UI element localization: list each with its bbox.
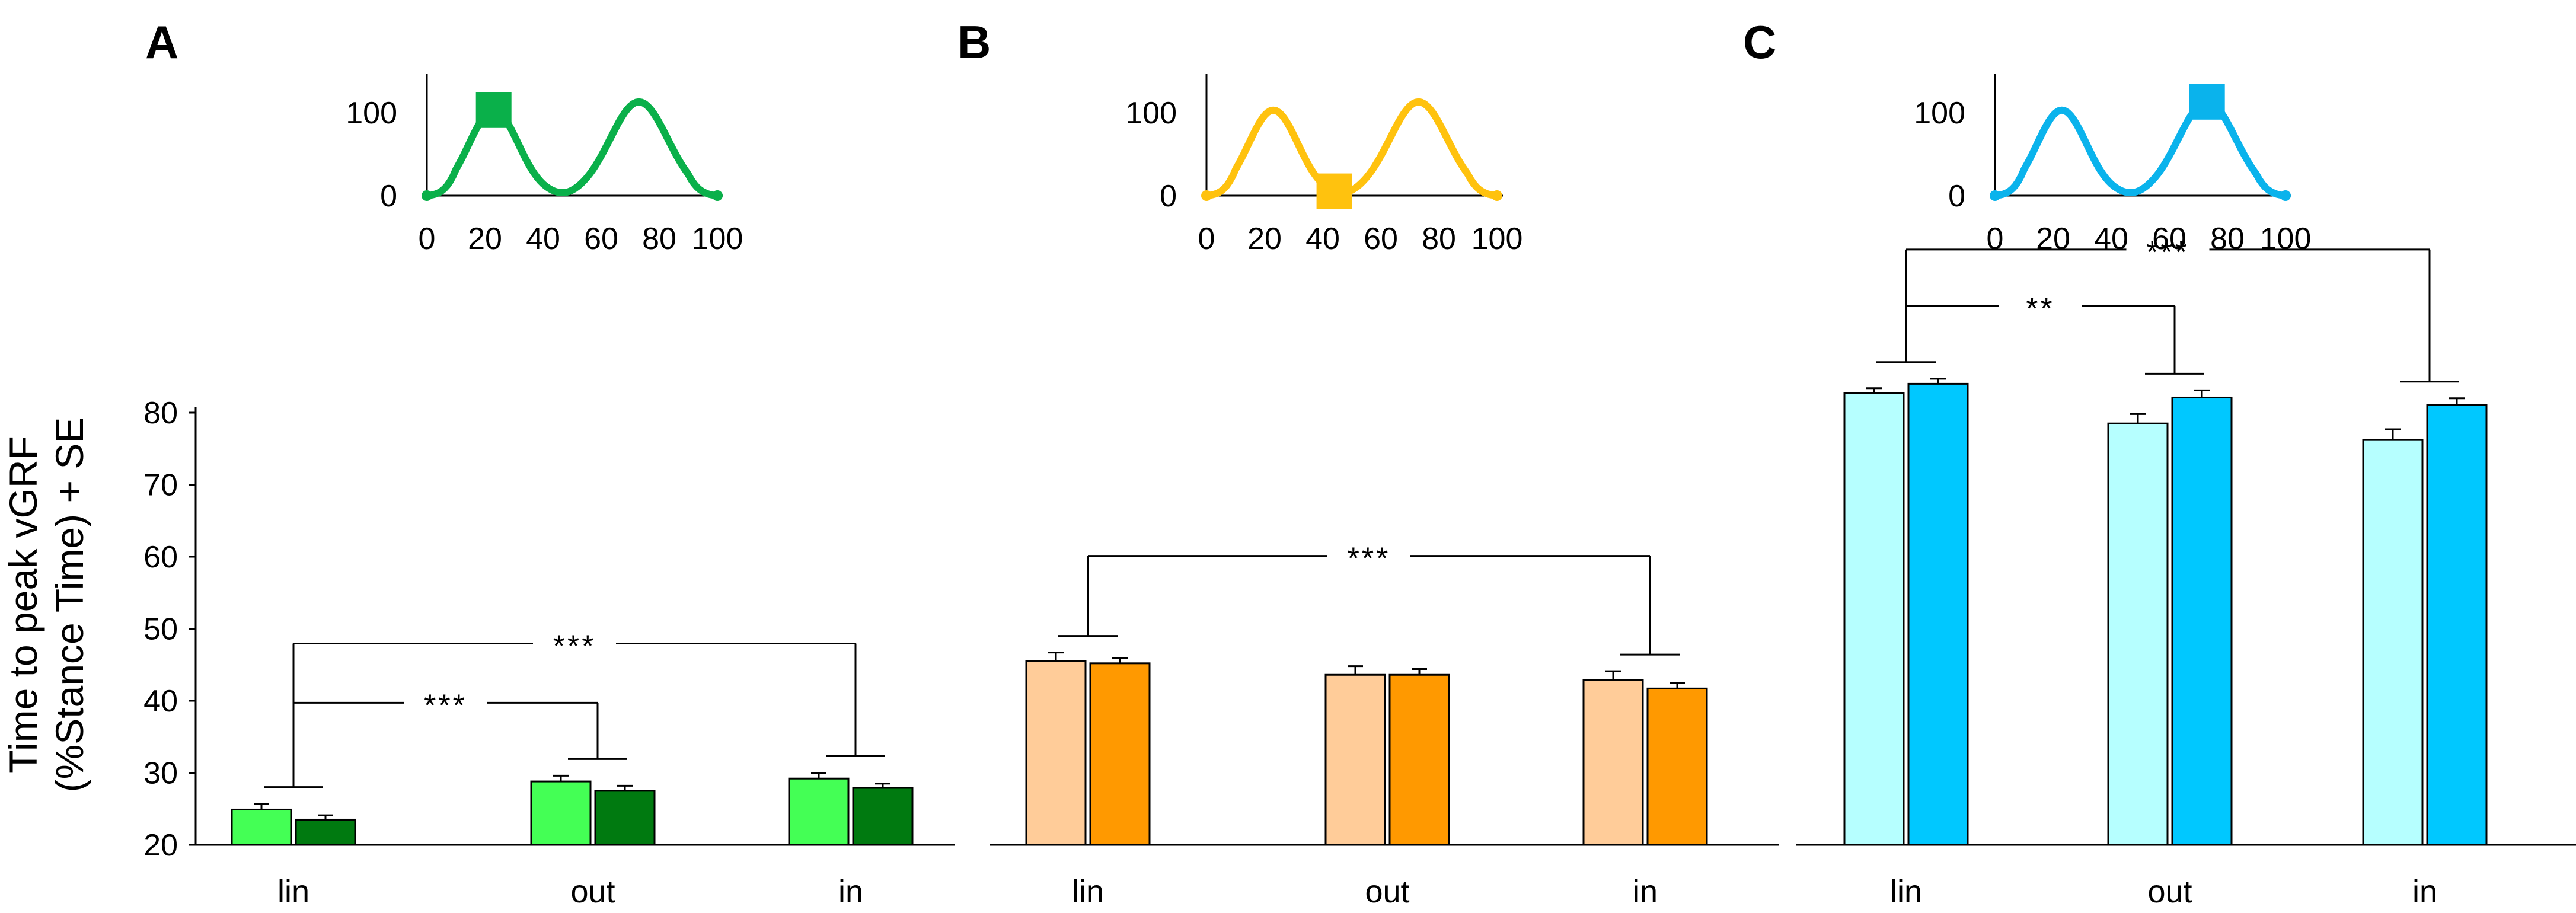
y-axis-label-line2: (%Stance Time) + SE [47, 417, 91, 793]
inset-y-tick: 0 [380, 179, 397, 213]
x-category-label: lin [277, 874, 309, 909]
inset-x-tick: 100 [1471, 222, 1523, 256]
bar [2426, 404, 2488, 846]
inset-x-tick: 0 [1987, 222, 2004, 256]
inset-start-point [1990, 190, 2000, 201]
x-category-label: out [570, 874, 615, 909]
inset-x-tick: 40 [526, 222, 560, 256]
y-tick-label: 70 [143, 468, 178, 503]
bar [530, 780, 592, 846]
x-category-label: in [838, 874, 863, 909]
x-category-label: in [2412, 874, 2437, 909]
inset-x-tick: 60 [584, 222, 618, 256]
inset-x-tick: 80 [2210, 222, 2245, 256]
bar [2362, 439, 2424, 846]
bar [231, 808, 292, 846]
panel-label-B: B [957, 16, 991, 68]
significance-label: *** [553, 630, 596, 664]
bar [1388, 673, 1450, 846]
inset-y-tick: 100 [1914, 96, 1965, 130]
inset-marker [475, 92, 512, 128]
bar [2107, 422, 2169, 846]
inset-start-point [422, 190, 432, 201]
inset-end-point [1492, 190, 1502, 201]
x-category-label: out [1365, 874, 1409, 909]
bar [852, 787, 914, 846]
inset-y-tick: 100 [1125, 96, 1177, 130]
panel-label-A: A [145, 16, 178, 68]
y-tick-label: 40 [143, 684, 178, 719]
inset-curve [423, 98, 721, 199]
inset-x-tick: 100 [2260, 222, 2312, 256]
inset-end-point [2280, 190, 2291, 201]
bar [594, 790, 656, 846]
bar [1324, 673, 1386, 846]
bar [295, 818, 356, 846]
inset-start-point [1201, 190, 1212, 201]
y-tick-label: 50 [143, 612, 178, 647]
inset-x-tick: 0 [1198, 222, 1215, 256]
inset-x-tick: 20 [468, 222, 502, 256]
significance-label: *** [2146, 235, 2189, 270]
inset-x-tick: 0 [419, 222, 436, 256]
x-category-label: lin [1890, 874, 1922, 909]
inset-x-tick: 20 [1247, 222, 1282, 256]
inset-y-tick: 0 [1160, 179, 1177, 213]
inset-end-point [712, 190, 723, 201]
x-category-label: lin [1072, 874, 1104, 909]
bar [1907, 382, 1969, 846]
inset-marker [2189, 84, 2225, 120]
bar [1843, 392, 1905, 846]
bar [1582, 679, 1644, 846]
significance-label: ** [2026, 292, 2054, 326]
inset-x-tick: 60 [2152, 222, 2186, 256]
y-tick-label: 80 [143, 396, 178, 430]
inset-x-tick: 40 [1305, 222, 1340, 256]
x-category-label: in [1633, 874, 1658, 909]
bar [1025, 660, 1087, 846]
inset-x-tick: 100 [692, 222, 743, 256]
inset-x-tick: 40 [2094, 222, 2128, 256]
inset-x-tick: 20 [2036, 222, 2070, 256]
bar [1646, 687, 1708, 846]
inset-x-tick: 80 [642, 222, 676, 256]
bar [1089, 662, 1151, 846]
y-tick-label: 60 [143, 540, 178, 574]
significance-label: *** [1348, 542, 1391, 576]
inset-x-tick: 80 [1422, 222, 1456, 256]
y-tick-label: 20 [143, 828, 178, 863]
significance-label: *** [424, 688, 467, 723]
bar [2171, 396, 2233, 846]
inset-curve [1991, 98, 2289, 199]
y-tick-label: 30 [143, 756, 178, 791]
inset-x-tick: 60 [1364, 222, 1398, 256]
x-category-label: out [2147, 874, 2192, 909]
inset-y-tick: 100 [346, 96, 397, 130]
inset-marker [1316, 173, 1352, 209]
y-axis-label-line1: Time to peak vGRF [1, 436, 45, 774]
bar [788, 777, 850, 846]
panel-label-C: C [1743, 16, 1776, 68]
inset-y-tick: 0 [1948, 179, 1965, 213]
